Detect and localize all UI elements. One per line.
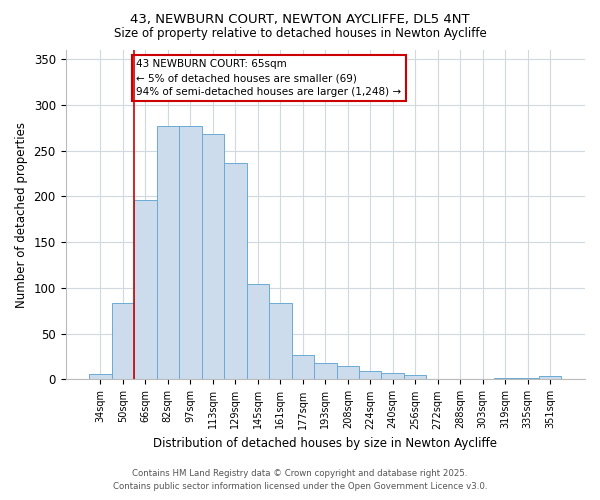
Bar (292, 354, 314, 380)
Bar (134, 200, 157, 380)
Bar (247, 284, 269, 380)
Bar (224, 162, 247, 380)
Bar (404, 375, 427, 380)
Bar (337, 366, 359, 380)
Bar (359, 371, 382, 380)
Bar (472, 378, 494, 380)
Bar (157, 126, 179, 380)
Bar (382, 373, 404, 380)
Text: Contains HM Land Registry data © Crown copyright and database right 2025.
Contai: Contains HM Land Registry data © Crown c… (113, 470, 487, 491)
Bar (314, 363, 337, 380)
Bar (202, 134, 224, 380)
Bar (539, 376, 562, 380)
Bar (427, 378, 449, 380)
Bar (179, 126, 202, 380)
Text: 43 NEWBURN COURT: 65sqm
← 5% of detached houses are smaller (69)
94% of semi-det: 43 NEWBURN COURT: 65sqm ← 5% of detached… (136, 59, 401, 97)
Bar (89, 374, 112, 380)
Bar (517, 378, 539, 380)
Y-axis label: Number of detached properties: Number of detached properties (15, 122, 28, 308)
Text: Size of property relative to detached houses in Newton Aycliffe: Size of property relative to detached ho… (113, 28, 487, 40)
Text: 43, NEWBURN COURT, NEWTON AYCLIFFE, DL5 4NT: 43, NEWBURN COURT, NEWTON AYCLIFFE, DL5 … (130, 12, 470, 26)
Bar (269, 302, 292, 380)
Bar (112, 302, 134, 380)
Bar (494, 378, 517, 380)
X-axis label: Distribution of detached houses by size in Newton Aycliffe: Distribution of detached houses by size … (153, 437, 497, 450)
